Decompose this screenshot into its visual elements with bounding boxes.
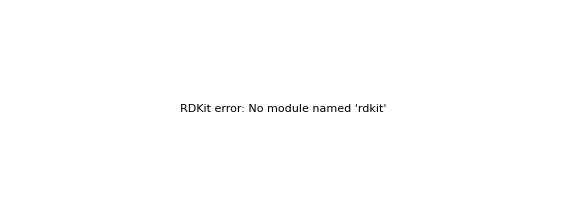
Text: RDKit error: No module named 'rdkit': RDKit error: No module named 'rdkit' <box>180 104 386 115</box>
